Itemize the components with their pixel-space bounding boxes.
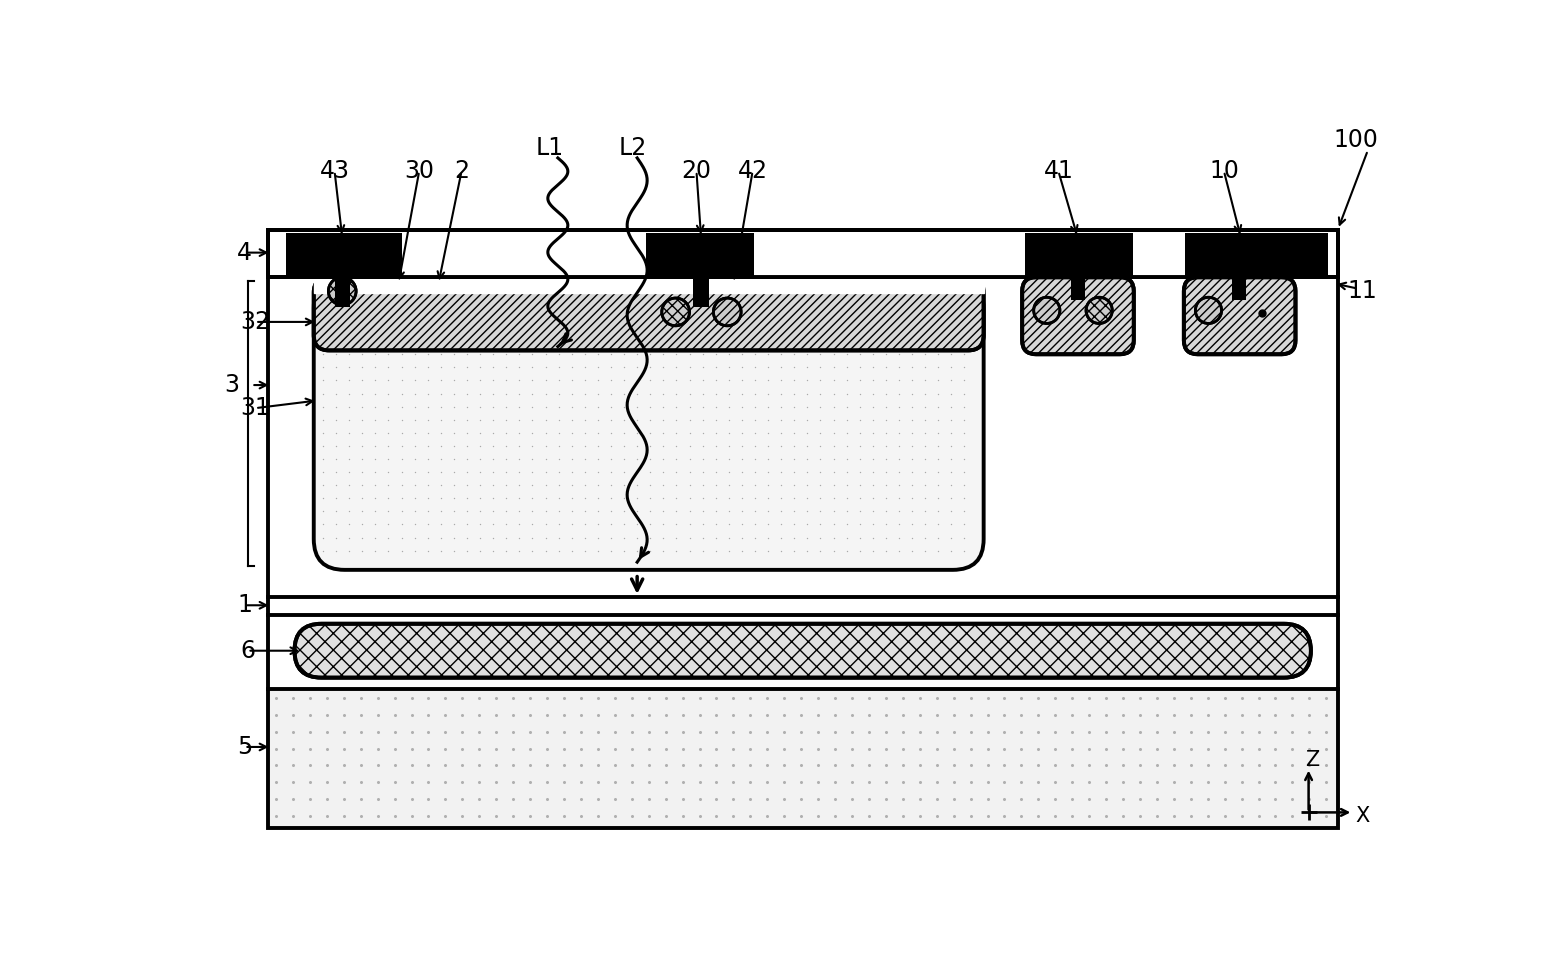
Circle shape (661, 299, 689, 325)
Circle shape (1086, 298, 1113, 324)
FancyBboxPatch shape (313, 277, 984, 351)
FancyBboxPatch shape (1022, 277, 1135, 354)
Text: L2: L2 (619, 136, 647, 160)
Bar (287, 233, 403, 277)
Bar (1232, 277, 1246, 300)
Text: 31: 31 (240, 396, 270, 420)
Bar (754, 233, 1025, 277)
Polygon shape (313, 277, 984, 293)
Bar (1185, 233, 1327, 277)
FancyBboxPatch shape (313, 277, 984, 570)
Text: Z: Z (1305, 750, 1319, 770)
Text: X: X (1355, 806, 1370, 826)
Text: 5: 5 (237, 735, 252, 759)
Text: 30: 30 (404, 159, 434, 183)
Text: 2: 2 (454, 159, 469, 183)
Bar (693, 277, 708, 306)
Text: 42: 42 (738, 159, 768, 183)
Bar (1025, 233, 1133, 277)
Bar (268, 597, 1338, 614)
Circle shape (1034, 298, 1059, 324)
Text: 3: 3 (224, 373, 240, 397)
Circle shape (1196, 298, 1222, 324)
Text: 41: 41 (1044, 159, 1073, 183)
Bar (403, 233, 647, 277)
Text: 6: 6 (240, 638, 255, 663)
Bar (1070, 277, 1084, 300)
Text: 100: 100 (1334, 128, 1377, 152)
Bar (268, 690, 1338, 828)
FancyBboxPatch shape (295, 624, 1312, 678)
Text: 43: 43 (320, 159, 349, 183)
FancyBboxPatch shape (1183, 277, 1296, 354)
Text: 32: 32 (240, 310, 270, 334)
Bar (268, 614, 1338, 624)
Text: 11: 11 (1348, 279, 1377, 303)
Bar (647, 233, 754, 277)
Bar (1133, 233, 1185, 277)
Text: 1: 1 (237, 593, 252, 617)
Circle shape (329, 277, 356, 305)
Text: L1: L1 (536, 136, 564, 160)
Text: 10: 10 (1210, 159, 1239, 183)
Text: 4: 4 (237, 241, 252, 265)
Circle shape (713, 299, 741, 325)
Bar (268, 678, 1338, 690)
Bar (334, 277, 349, 306)
Bar (268, 229, 1338, 277)
Text: 20: 20 (682, 159, 711, 183)
Bar (268, 229, 1338, 828)
